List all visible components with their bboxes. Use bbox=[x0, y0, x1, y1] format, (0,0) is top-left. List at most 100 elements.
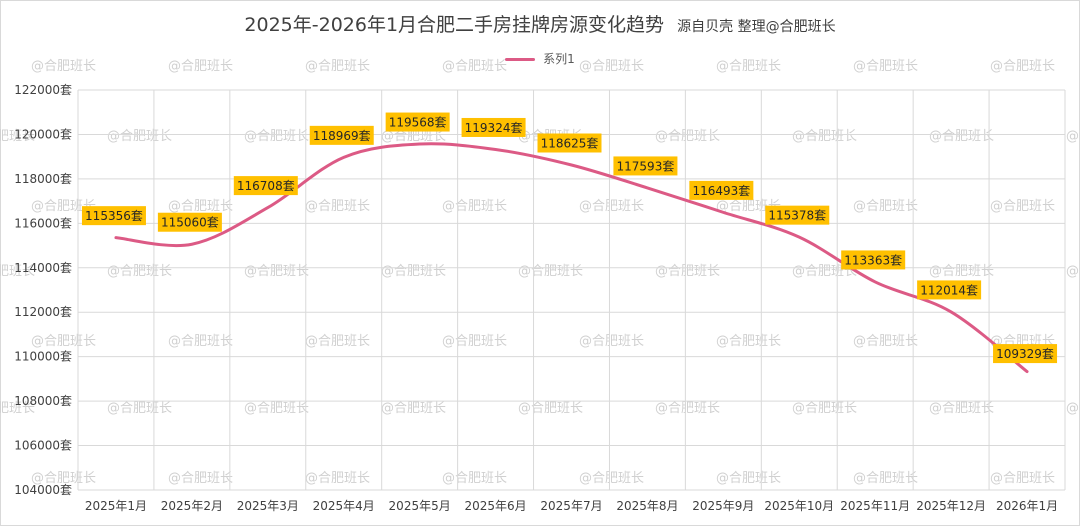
watermark-text: @合肥班长 bbox=[853, 199, 918, 214]
x-tick-label: 2025年5月 bbox=[389, 499, 451, 513]
watermark-text: @合肥班长 bbox=[929, 264, 994, 279]
data-label-bg bbox=[233, 176, 298, 196]
data-label-bg bbox=[81, 206, 146, 226]
watermark-text: @合肥班长 bbox=[305, 199, 370, 214]
watermark-text: @合肥班长 bbox=[929, 129, 994, 144]
data-label: 115378套 bbox=[765, 205, 830, 225]
y-tick-label: 116000套 bbox=[14, 216, 72, 230]
watermark-text: @合肥班长 bbox=[853, 471, 918, 486]
data-label-bg bbox=[917, 280, 982, 300]
data-label-bg bbox=[461, 117, 526, 137]
watermark-text: @合肥班长 bbox=[990, 471, 1055, 486]
x-tick-label: 2025年11月 bbox=[840, 499, 910, 513]
data-label: 109329套 bbox=[993, 344, 1058, 364]
watermark-text: @合肥班长 bbox=[0, 129, 35, 144]
watermark-text: @合肥班长 bbox=[107, 264, 172, 279]
x-tick-label: 2025年12月 bbox=[916, 499, 986, 513]
data-label: 118969套 bbox=[309, 125, 374, 145]
data-label-bg bbox=[537, 133, 602, 153]
y-tick-label: 114000套 bbox=[14, 261, 72, 275]
watermark-text: @合肥班长 bbox=[792, 129, 857, 144]
data-label-bg bbox=[841, 250, 906, 270]
watermark-text: @合肥班长 bbox=[655, 401, 720, 416]
watermark-text: @合肥班长 bbox=[244, 129, 309, 144]
watermark-text: @合肥班长 bbox=[792, 401, 857, 416]
watermark-text: @合肥班长 bbox=[381, 129, 446, 144]
watermark-text: @合肥班长 bbox=[929, 401, 994, 416]
data-label-text: 113363套 bbox=[844, 253, 902, 267]
watermark-text: @合肥班长 bbox=[716, 59, 781, 74]
watermark-text: @合肥班长 bbox=[518, 264, 583, 279]
watermark-text: @合肥班长 bbox=[31, 59, 96, 74]
data-label: 119324套 bbox=[461, 117, 526, 137]
watermark-text: @合肥班长 bbox=[990, 59, 1055, 74]
legend[interactable]: 系列1 bbox=[0, 50, 1080, 67]
watermark-text: @合肥班长 bbox=[31, 199, 96, 214]
data-label-bg bbox=[765, 205, 830, 225]
data-label: 119568套 bbox=[385, 112, 450, 132]
watermark-text: @合肥班长 bbox=[442, 334, 507, 349]
y-tick-label: 106000套 bbox=[14, 439, 72, 453]
legend-label: 系列1 bbox=[543, 52, 575, 66]
y-tick-label: 122000套 bbox=[14, 83, 72, 97]
data-label-text: 119568套 bbox=[389, 116, 447, 130]
data-label-bg bbox=[613, 156, 678, 176]
series-layer bbox=[114, 142, 1029, 374]
watermark-text: @合肥班长 bbox=[381, 401, 446, 416]
chart-subtitle: 源自贝壳 整理@合肥班长 bbox=[677, 19, 836, 35]
x-tick-label: 2025年10月 bbox=[764, 499, 834, 513]
watermark-text: @合肥班长 bbox=[442, 199, 507, 214]
data-label-text: 119324套 bbox=[465, 121, 523, 135]
watermark-text: @合肥班长 bbox=[655, 129, 720, 144]
chart-title-main: 2025年-2026年1月合肥二手房挂牌房源变化趋势 bbox=[244, 14, 665, 36]
watermark-text: @合肥班长 bbox=[579, 59, 644, 74]
data-label-bg bbox=[689, 180, 754, 200]
data-label: 115060套 bbox=[157, 212, 222, 232]
watermark-text: @合肥班长 bbox=[168, 471, 233, 486]
data-label-text: 115060套 bbox=[161, 216, 219, 230]
data-label-text: 115378套 bbox=[768, 209, 826, 223]
data-label: 116493套 bbox=[689, 180, 754, 200]
watermark-text: @合肥班长 bbox=[442, 471, 507, 486]
watermark-text: @合肥班长 bbox=[107, 401, 172, 416]
series-line bbox=[114, 142, 1029, 374]
watermark-text: @合肥班长 bbox=[107, 129, 172, 144]
x-tick-label: 2025年2月 bbox=[161, 499, 223, 513]
watermark-text: @合肥班长 bbox=[31, 471, 96, 486]
data-label-text: 118969套 bbox=[313, 129, 371, 143]
y-tick-label: 108000套 bbox=[14, 394, 72, 408]
x-tick-label: 2026年1月 bbox=[996, 499, 1058, 513]
data-label: 112014套 bbox=[917, 280, 982, 300]
watermark-text: @合肥班长 bbox=[244, 264, 309, 279]
watermark-text: @合肥班长 bbox=[305, 471, 370, 486]
data-label-text: 109329套 bbox=[996, 347, 1054, 361]
watermark-text: @合肥班长 bbox=[716, 199, 781, 214]
watermark-text: @合肥班长 bbox=[853, 59, 918, 74]
watermark-text: @合肥班长 bbox=[381, 264, 446, 279]
data-label-text: 112014套 bbox=[920, 283, 978, 297]
x-axis: 2025年1月 2025年2月 2025年3月 2025年4月 2025年5月 2025年… bbox=[85, 499, 1058, 513]
watermark-text: @合肥班长 bbox=[305, 334, 370, 349]
watermark-text: @合肥班长 bbox=[0, 401, 35, 416]
watermark-text: @合肥班长 bbox=[579, 471, 644, 486]
legend-swatch bbox=[505, 58, 536, 61]
data-label-text: 116708套 bbox=[237, 179, 295, 193]
data-label-text: 117593套 bbox=[617, 159, 675, 173]
y-axis: 104000套 106000套 108000套 110000套 112000套 11400… bbox=[14, 83, 72, 497]
x-tick-label: 2025年3月 bbox=[237, 499, 299, 513]
data-label: 113363套 bbox=[841, 250, 906, 270]
watermark-text: @合肥班长 bbox=[0, 264, 35, 279]
data-label: 117593套 bbox=[613, 156, 678, 176]
watermark-text: @合肥班长 bbox=[305, 59, 370, 74]
data-label: 118625套 bbox=[537, 133, 602, 153]
y-tick-label: 112000套 bbox=[14, 305, 72, 319]
data-label-bg bbox=[993, 344, 1058, 364]
x-tick-label: 2025年1月 bbox=[85, 499, 147, 513]
watermark-text: @合肥班长 bbox=[168, 334, 233, 349]
watermark-text: @合肥班长 bbox=[244, 401, 309, 416]
data-label-text: 116493套 bbox=[692, 184, 750, 198]
x-tick-label: 2025年9月 bbox=[692, 499, 754, 513]
watermark-text: @合肥班长 bbox=[1066, 264, 1080, 279]
watermark-text: @合肥班长 bbox=[579, 199, 644, 214]
watermark-text: @合肥班长 bbox=[1066, 401, 1080, 416]
